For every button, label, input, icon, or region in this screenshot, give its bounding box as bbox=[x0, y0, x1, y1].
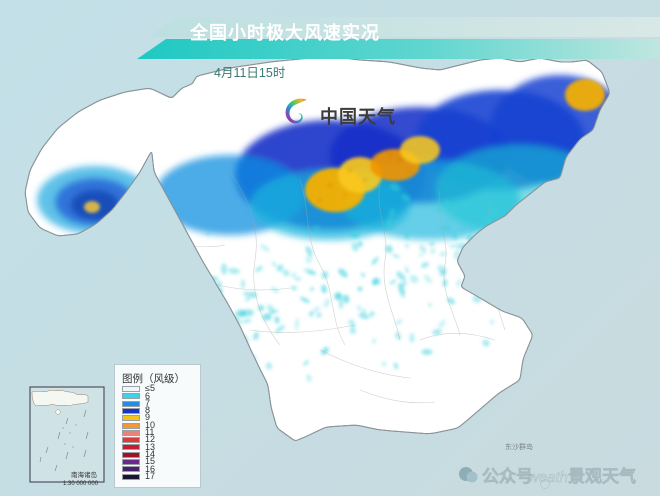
svg-text:景观天气: 景观天气 bbox=[568, 466, 636, 486]
svg-text:weath: weath bbox=[528, 469, 568, 486]
svg-text:公众号: 公众号 bbox=[482, 466, 533, 486]
